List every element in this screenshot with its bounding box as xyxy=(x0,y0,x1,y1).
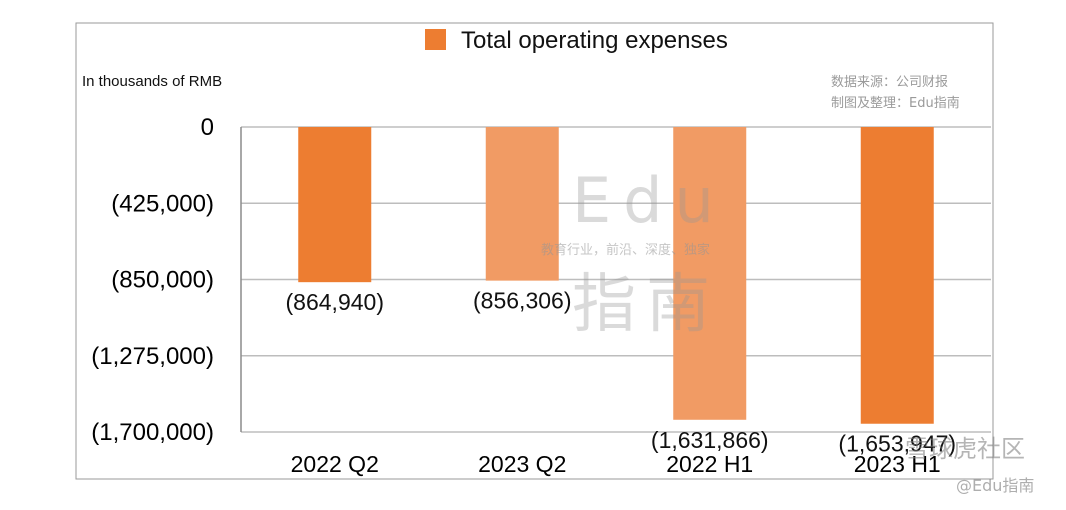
bar xyxy=(673,127,747,420)
chart-frame xyxy=(75,22,994,480)
legend: Total operating expenses xyxy=(425,27,728,54)
watermark: Edu 教育行业，前沿、深度、独家 指南 雪球虎社区 @Edu指南 xyxy=(541,164,1034,495)
watermark-edu: Edu xyxy=(572,164,726,237)
bar xyxy=(485,127,559,281)
legend-swatch xyxy=(425,29,446,50)
watermark-cn: 指南 xyxy=(572,268,720,342)
source-note: 数据来源：公司财报 制图及整理：Edu指南 xyxy=(831,75,960,111)
data-label: (1,653,947) xyxy=(838,431,956,457)
unit-label: In thousands of RMB xyxy=(82,73,222,90)
legend-label: Total operating expenses xyxy=(461,27,728,54)
y-tick-label: (425,000) xyxy=(111,190,214,217)
x-axis-ticks: 2022 Q2 2023 Q2 2022 H1 2023 H1 xyxy=(291,451,941,477)
data-label: (1,631,866) xyxy=(651,427,769,453)
y-axis-ticks: 0 (425,000) (850,000) (1,275,000) (1,700,000… xyxy=(91,114,214,446)
y-tick-label: (1,700,000) xyxy=(91,419,214,446)
bars xyxy=(298,127,934,424)
bar xyxy=(860,127,934,424)
x-tick-label: 2022 Q2 xyxy=(291,451,379,477)
bar xyxy=(298,127,372,283)
source-line-1: 数据来源：公司财报 xyxy=(831,75,948,90)
x-tick-label: 2023 H1 xyxy=(854,451,941,477)
y-tick-label: (850,000) xyxy=(111,267,214,294)
data-labels: (864,940) (856,306) (1,631,866) (1,653,947) xyxy=(286,288,957,457)
data-label: (856,306) xyxy=(473,288,571,314)
data-label: (864,940) xyxy=(286,289,384,315)
watermark-corner-main: 雪球虎社区 xyxy=(905,435,1025,463)
watermark-corner-sub: @Edu指南 xyxy=(956,476,1034,495)
y-tick-label: 0 xyxy=(201,114,214,141)
y-tick-label: (1,275,000) xyxy=(91,343,214,370)
x-tick-label: 2023 Q2 xyxy=(478,451,566,477)
source-line-2: 制图及整理：Edu指南 xyxy=(831,95,960,111)
watermark-tagline: 教育行业，前沿、深度、独家 xyxy=(541,242,710,258)
x-tick-label: 2022 H1 xyxy=(666,451,753,477)
